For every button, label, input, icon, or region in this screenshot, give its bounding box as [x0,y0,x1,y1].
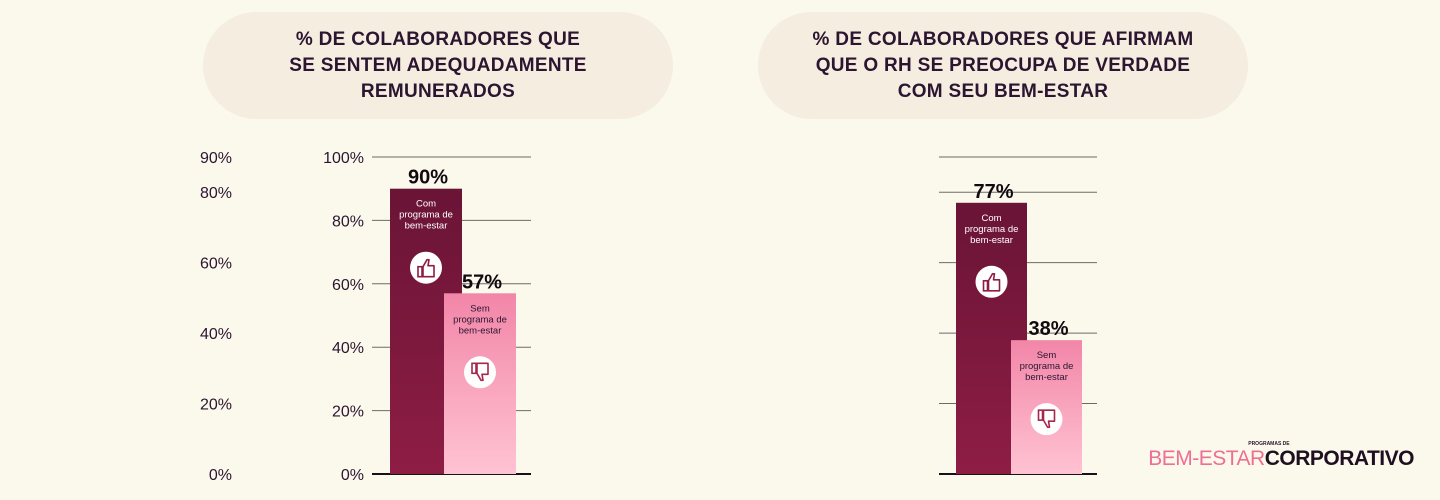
y-tick-label: 80% [200,185,232,202]
brand-part2: CORPORATIVO [1264,447,1415,470]
chart-title: % DE COLABORADORES QUE AFIRMAM QUE O RH … [812,28,1194,102]
y-tick-label: 0% [209,467,232,484]
thumbs-up-icon [975,265,1008,298]
y-tick-label: 60% [200,256,232,273]
chart-title-pill: % DE COLABORADORES QUE SE SENTEM ADEQUAD… [203,12,673,119]
thumbs-up-icon [410,251,442,284]
y-tick-label: 20% [200,397,232,414]
bar-series-label: Com programa de bem-estar [399,199,453,232]
data-label: 38% [1028,318,1068,340]
thumbs-down-icon [464,356,496,389]
thumbs-down-icon [1030,403,1063,436]
y-tick-label: 100% [323,150,364,167]
y-tick-label: 20% [332,404,364,421]
chart-panel-remunerados: % DE COLABORADORES QUE SE SENTEM ADEQUAD… [203,12,673,484]
data-label: 57% [462,271,502,293]
y-tick-label: 40% [200,326,232,343]
brand-pre: PROGRAMAS DE [1248,441,1290,447]
y-tick-label: 40% [332,340,364,357]
brand-logo: PROGRAMAS DE BEM-ESTARCORPORATIVO [1148,441,1415,471]
data-label: 90% [408,167,448,189]
brand-part1: BEM-ESTAR [1148,447,1265,470]
chart-title: % DE COLABORADORES QUE SE SENTEM ADEQUAD… [289,28,587,102]
y-tick-label: 80% [332,213,364,230]
bar-series-label: Sem programa de bem-estar [1020,350,1074,383]
bar-chart-rh-preocupa: 0% 20% 40% 60% 80% 90% 77% Com programa de bem-es… [200,150,1097,484]
data-label: 77% [973,181,1013,203]
bar-series-label: Com programa de bem-estar [965,213,1019,246]
bar-series-label: Sem programa de bem-estar [453,303,507,336]
y-tick-label: 0% [341,467,364,484]
bar-chart-remunerados: 0% 20% 40% 60% 80% 100% 90% Com programa de bem-e… [323,150,531,484]
y-tick-label: 90% [200,150,232,167]
chart-title-pill: % DE COLABORADORES QUE AFIRMAM QUE O RH … [758,12,1248,119]
y-tick-label: 60% [332,277,364,294]
chart-panel-rh-preocupa: % DE COLABORADORES QUE AFIRMAM QUE O RH … [200,0,1440,500]
